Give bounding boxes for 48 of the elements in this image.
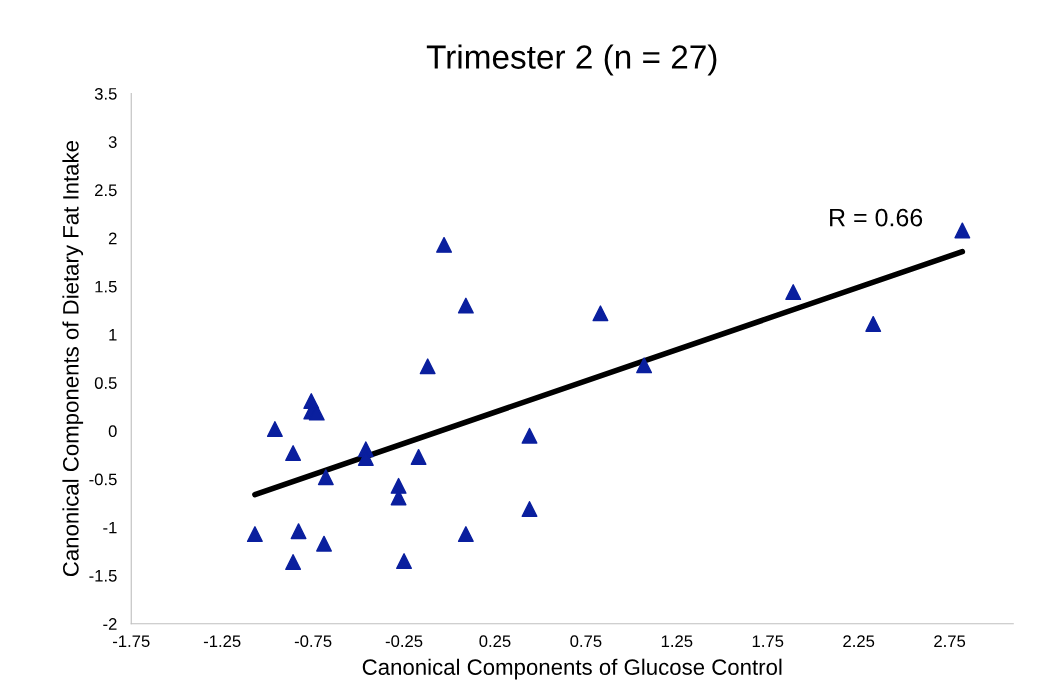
x-tick-label: -0.75 <box>294 635 332 648</box>
point <box>410 448 427 465</box>
point <box>285 554 302 570</box>
y-tick-label: -1.5 <box>89 570 117 582</box>
x-tick-label: -1.75 <box>113 635 150 648</box>
y-axis-title: Canonical Components of Dietary Fat Intake <box>62 140 84 577</box>
point <box>290 523 307 540</box>
point <box>285 445 302 462</box>
x-tick-label: 0.75 <box>570 635 602 648</box>
point <box>865 315 882 332</box>
y-tick-label: -2 <box>103 618 117 630</box>
annotation: R = 0.66 <box>830 208 923 227</box>
point <box>457 297 474 314</box>
y-tick-label: 2.5 <box>95 184 117 197</box>
point <box>308 404 325 421</box>
point <box>390 477 407 494</box>
chart-title: Trimester 2 (n = 27) <box>426 44 717 76</box>
point <box>396 553 413 570</box>
x-tick-label: -0.25 <box>385 635 423 648</box>
y-tick-label: 1 <box>109 329 117 341</box>
y-tick-label: 3 <box>108 136 117 148</box>
point <box>316 535 332 552</box>
y-tick-label: -1 <box>103 521 117 534</box>
point <box>266 421 283 437</box>
y-tick-label: 0 <box>108 425 117 438</box>
point <box>785 284 802 301</box>
x-tick-label: 2.25 <box>843 635 875 648</box>
x-tick-label: 2.75 <box>934 635 966 648</box>
point <box>317 469 334 486</box>
x-tick-label: 1.25 <box>661 635 693 648</box>
point <box>246 526 263 543</box>
x-tick-label: 1.75 <box>752 635 784 648</box>
point <box>419 358 436 375</box>
point <box>457 526 474 543</box>
y-tick-label: 0.5 <box>94 377 117 389</box>
y-tick-label: 2 <box>108 232 117 245</box>
y-tick-label: -0.5 <box>89 473 117 486</box>
point <box>954 222 971 239</box>
x-tick-label: 0.25 <box>479 635 511 648</box>
point <box>521 427 538 444</box>
y-tick-label: 3.5 <box>94 87 117 100</box>
point <box>636 357 653 374</box>
point <box>521 501 538 517</box>
x-tick-label: -1.25 <box>203 635 241 648</box>
point <box>592 305 609 322</box>
y-tick-label: 1.5 <box>95 280 117 293</box>
point <box>436 236 453 253</box>
x-axis-title: Canonical Components of Glucose Control <box>362 658 782 680</box>
